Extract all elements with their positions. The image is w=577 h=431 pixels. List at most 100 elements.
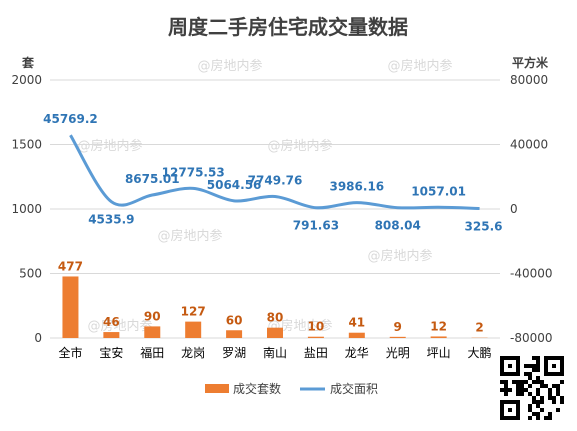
line-data-label: 325.6: [465, 219, 503, 233]
bar-data-label: 9: [394, 320, 402, 334]
legend-swatch-bar: [205, 384, 229, 393]
category-label: 大鹏: [468, 346, 492, 360]
bar-data-label: 127: [181, 305, 206, 319]
qr-module: [548, 396, 552, 400]
qr-module: [540, 396, 544, 400]
qr-module: [516, 380, 520, 384]
watermark-text: @房地内参: [77, 138, 142, 154]
line-data-label: 8675.01: [125, 172, 180, 186]
qr-module: [536, 364, 540, 368]
bar-data-label: 90: [144, 309, 161, 323]
qr-module: [512, 380, 516, 384]
qr-module: [536, 388, 540, 392]
bar: [430, 336, 447, 338]
qr-module: [536, 412, 540, 416]
line-labels: 45769.2 4535.9 8675.0112775.535064.567749.…: [43, 112, 502, 233]
qr-module: [520, 388, 524, 392]
qr-module: [532, 356, 536, 360]
gridlines: [50, 79, 500, 339]
category-label: 光明: [386, 346, 410, 360]
right-axis-tick: -80000: [510, 331, 553, 345]
left-axis-unit: 套: [21, 55, 35, 70]
line-data-label: 12775.53: [162, 165, 225, 179]
qr-module: [524, 372, 528, 376]
category-label: 全市: [58, 345, 82, 360]
qr-module: [544, 416, 548, 420]
qr-module: [536, 360, 540, 364]
bar-data-label: 10: [308, 320, 325, 334]
line-data-label: 1057.01: [411, 184, 466, 198]
qr-module: [552, 400, 556, 404]
qr-module: [528, 392, 532, 396]
qr-module: [532, 364, 536, 368]
qr-module: [516, 392, 520, 396]
qr-module: [504, 384, 508, 388]
bar: [307, 336, 324, 338]
qr-module: [552, 396, 556, 400]
qr-module: [528, 408, 532, 412]
legend-label-line: 成交面积: [330, 381, 378, 396]
line-data-label: 7749.76: [248, 174, 303, 188]
category-label: 南山: [263, 345, 287, 360]
qr-module: [532, 368, 536, 372]
bar-series: [62, 276, 488, 338]
category-label: 宝安: [99, 345, 123, 360]
category-label: 坪山: [427, 346, 451, 360]
right-axis-tick: 80000: [510, 73, 548, 87]
watermark-text: @房地内参: [267, 138, 332, 154]
watermark-text: @房地内参: [267, 318, 332, 334]
qr-code: [500, 356, 564, 420]
qr-module: [500, 388, 504, 392]
line-data-label: 3986.16: [329, 180, 384, 194]
qr-finder: [508, 364, 512, 368]
qr-module: [504, 380, 508, 384]
qr-finder: [508, 408, 512, 412]
legend: 成交套数 成交面积: [205, 381, 378, 396]
qr-module: [560, 400, 564, 404]
qr-module: [540, 380, 544, 384]
line-data-label: 4535.9: [88, 213, 134, 227]
qr-module: [536, 356, 540, 360]
qr-module: [524, 380, 528, 384]
qr-module: [536, 376, 540, 380]
qr-module: [544, 384, 548, 388]
qr-module: [556, 408, 560, 412]
qr-module: [532, 380, 536, 384]
qr-module: [504, 388, 508, 392]
category-label: 龙岗: [181, 346, 205, 360]
qr-module: [536, 400, 540, 404]
watermark-text: @房地内参: [87, 318, 152, 334]
bar-labels: 477 46 90 127 60 80 10 41 9 12 2: [58, 259, 484, 334]
qr-module: [528, 376, 532, 380]
qr-module: [536, 380, 540, 384]
qr-module: [528, 364, 532, 368]
line-data-label: 791.63: [293, 219, 339, 233]
qr-module: [548, 388, 552, 392]
chart-title: 周度二手房住宅成交量数据: [168, 15, 408, 39]
bar-data-label: 41: [348, 316, 365, 330]
qr-module: [520, 380, 524, 384]
category-labels: 全市 宝安 福田 龙岗 罗湖 南山 盐田 龙华 光明 坪山 大鹏: [58, 345, 491, 360]
right-axis-tick: 0: [510, 202, 518, 216]
bar: [103, 332, 120, 338]
bar-data-label: 80: [267, 311, 284, 325]
watermark-text: @房地内参: [197, 58, 262, 74]
qr-module: [536, 404, 540, 408]
qr-module: [504, 392, 508, 396]
bar: [62, 276, 79, 338]
right-axis-tick: 40000: [510, 138, 548, 152]
bar: [348, 332, 365, 338]
line-data-label: 808.04: [375, 219, 421, 233]
bar: [185, 321, 202, 338]
qr-module: [560, 380, 564, 384]
qr-module: [524, 364, 528, 368]
qr-module: [556, 384, 560, 388]
bar: [389, 336, 406, 338]
qr-module: [532, 396, 536, 400]
bar-data-label: 12: [430, 319, 447, 333]
qr-module: [540, 408, 544, 412]
qr-module: [548, 392, 552, 396]
qr-module: [500, 380, 504, 384]
